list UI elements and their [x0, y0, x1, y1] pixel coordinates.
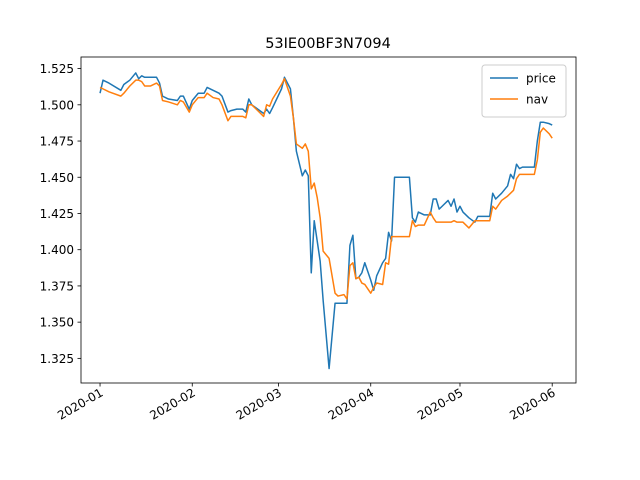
x-tick-label: 2020-02 — [147, 385, 197, 422]
x-tick-label: 2020-04 — [326, 385, 376, 422]
y-tick-label: 1.350 — [40, 316, 74, 330]
y-tick-label: 1.525 — [40, 62, 74, 76]
line-series — [99, 77, 553, 300]
line-series — [99, 72, 553, 370]
x-tick-label: 2020-01 — [55, 385, 105, 422]
y-tick-label: 1.450 — [40, 171, 74, 185]
y-tick-label: 1.325 — [40, 352, 74, 366]
y-tick-label: 1.400 — [40, 243, 74, 257]
y-tick-label: 1.375 — [40, 279, 74, 293]
legend: price nav — [481, 64, 567, 118]
y-tick-label: 1.425 — [40, 207, 74, 221]
x-tick-label: 2020-06 — [507, 385, 557, 422]
y-tick-label: 1.500 — [40, 98, 74, 112]
y-tick-label: 1.475 — [40, 135, 74, 149]
legend-label: nav — [526, 93, 548, 107]
plot-frame — [80, 56, 577, 384]
legend-label: price — [526, 72, 556, 86]
x-tick-label: 2020-03 — [234, 385, 284, 422]
chart-title: 53IE00BF3N7094 — [265, 36, 391, 52]
x-tick-label: 2020-05 — [415, 385, 465, 422]
